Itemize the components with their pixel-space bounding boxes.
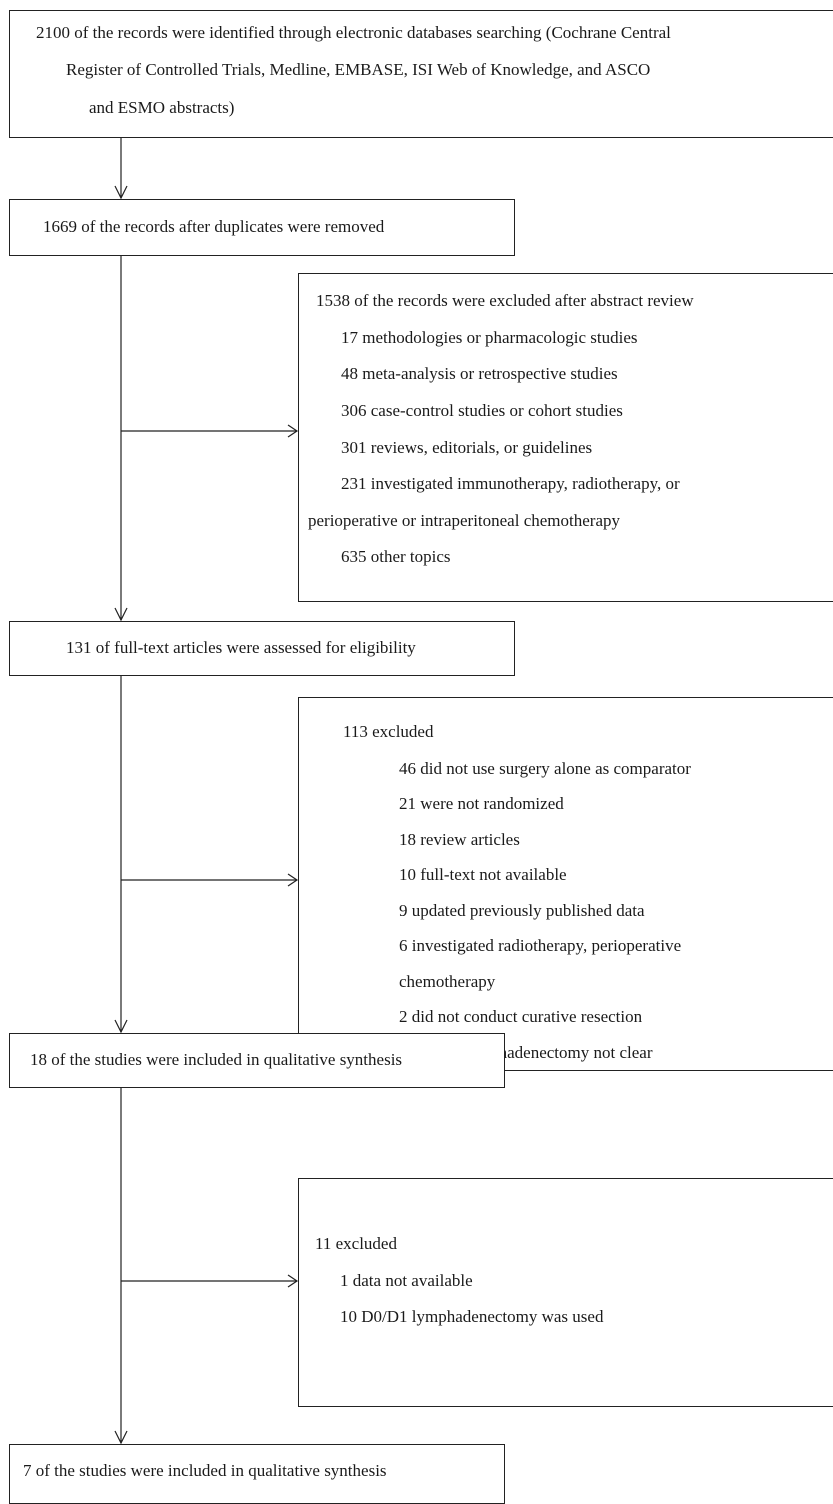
fulltext-excluded-item: chemotherapy: [399, 972, 496, 991]
identified-line-2: Register of Controlled Trials, Medline, …: [66, 60, 651, 79]
fulltext-excluded-box: 113 excluded 46 did not use surgery alon…: [298, 697, 833, 1071]
arrow-to-abstract-excluded: [287, 424, 299, 438]
arrow-to-fulltext: [114, 607, 128, 622]
final-excluded-item: 1 data not available: [340, 1271, 473, 1290]
fulltext-excluded-item: 46 did not use surgery alone as comparat…: [399, 759, 691, 778]
abstract-excluded-box: 1538 of the records were excluded after …: [298, 273, 833, 602]
fulltext-excluded-header: 113 excluded: [343, 722, 434, 741]
fulltext-excluded-item: 18 review articles: [399, 830, 520, 849]
fulltext-excluded-item: 2 did not conduct curative resection: [399, 1007, 643, 1026]
identified-line-1: 2100 of the records were identified thro…: [36, 23, 671, 42]
fulltext-assessed-box: 131 of full-text articles were assessed …: [9, 621, 515, 676]
duplicates-removed-label: 1669 of the records after duplicates wer…: [43, 217, 385, 236]
identified-line-3: and ESMO abstracts): [89, 98, 235, 117]
final-included-label: 7 of the studies were included in qualit…: [23, 1461, 387, 1480]
fulltext-excluded-item: 21 were not randomized: [399, 794, 564, 813]
fulltext-assessed-label: 131 of full-text articles were assessed …: [66, 638, 416, 657]
arrow-to-fulltext-excluded: [287, 873, 299, 887]
qualitative-included-box: 18 of the studies were included in quali…: [9, 1033, 505, 1088]
final-excluded-item: 10 D0/D1 lymphadenectomy was used: [340, 1307, 604, 1326]
final-included-box: 7 of the studies were included in qualit…: [9, 1444, 505, 1504]
abstract-excluded-header: 1538 of the records were excluded after …: [316, 291, 694, 310]
abstract-excluded-item: 301 reviews, editorials, or guidelines: [341, 438, 593, 457]
abstract-excluded-item: perioperative or intraperitoneal chemoth…: [308, 511, 620, 530]
arrow-to-qualitative: [114, 1019, 128, 1034]
fulltext-excluded-item: 6 investigated radiotherapy, perioperati…: [399, 936, 682, 955]
fulltext-excluded-item: 9 updated previously published data: [399, 901, 645, 920]
abstract-excluded-item: 306 case-control studies or cohort studi…: [341, 401, 623, 420]
abstract-excluded-item: 48 meta-analysis or retrospective studie…: [341, 364, 618, 383]
final-excluded-box: 11 excluded 1 data not available 10 D0/D…: [298, 1178, 833, 1407]
duplicates-removed-box: 1669 of the records after duplicates wer…: [9, 199, 515, 256]
identified-box: 2100 of the records were identified thro…: [9, 10, 833, 138]
qualitative-included-label: 18 of the studies were included in quali…: [30, 1050, 403, 1069]
arrow-to-final: [114, 1430, 128, 1445]
arrow-to-final-excluded: [287, 1274, 299, 1288]
abstract-excluded-item: 635 other topics: [341, 547, 451, 566]
final-excluded-header: 11 excluded: [315, 1234, 397, 1253]
abstract-excluded-item: 231 investigated immunotherapy, radiothe…: [341, 474, 680, 493]
fulltext-excluded-item: 10 full-text not available: [399, 865, 567, 884]
arrow-to-duplicates: [114, 185, 128, 200]
abstract-excluded-item: 17 methodologies or pharmacologic studie…: [341, 328, 638, 347]
